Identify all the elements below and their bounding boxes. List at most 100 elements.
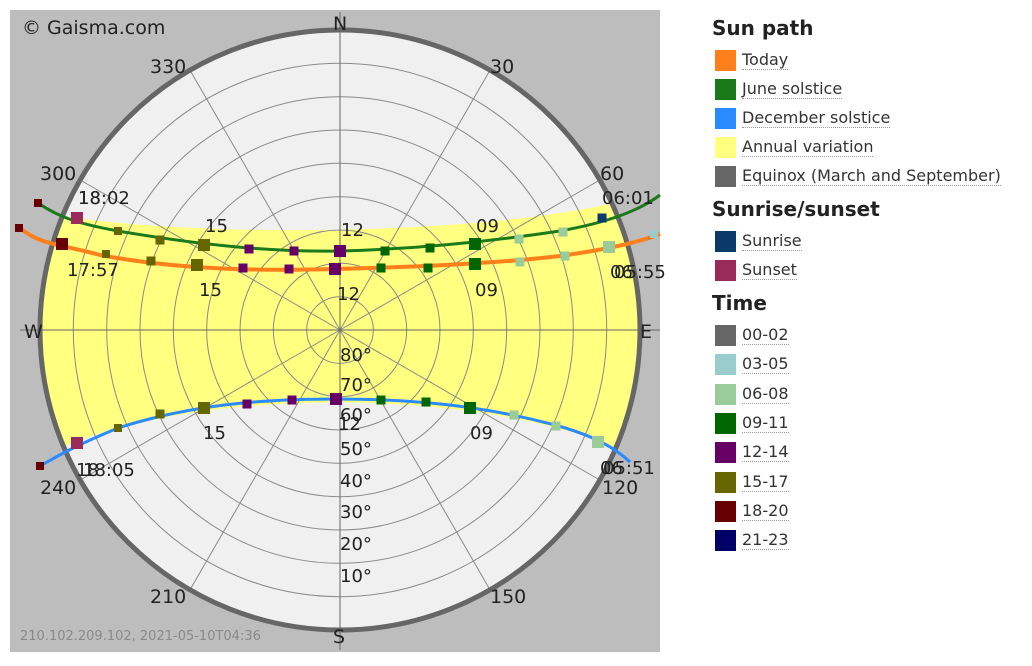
today-marker-09 (469, 258, 481, 270)
legend-label-sunset: Sunset (742, 260, 797, 280)
december-marker-19 (36, 462, 44, 470)
horizon-ring (37, 27, 643, 633)
legend-swatch-time-00-02 (715, 325, 736, 347)
june-sunrise-marker (597, 213, 607, 223)
azimuth-label-210: 210 (150, 586, 186, 608)
december-hour-06: 06 (600, 458, 623, 479)
azimuth-label-30: 30 (490, 56, 514, 78)
compass-east: E (640, 321, 652, 343)
legend-item-time-12-14: 12-14 (712, 438, 1030, 467)
legend-label-annual-variation: Annual variation (742, 137, 874, 157)
today-marker-07 (560, 251, 570, 261)
legend-swatch-equinox (715, 166, 736, 187)
legend-swatch-sunset (715, 260, 736, 281)
azimuth-label-60: 60 (600, 163, 624, 185)
legend-item-time-06-08: 06-08 (712, 380, 1030, 409)
december-sunrise-marker (592, 436, 604, 448)
azimuth-spoke (79, 329, 341, 481)
legend-label-sunrise: Sunrise (742, 231, 802, 251)
today-hour-06: 06 (610, 262, 633, 283)
credit-label: © Gaisma.com (22, 17, 165, 39)
december-hour-15: 15 (203, 423, 226, 444)
today-marker-19 (15, 224, 23, 232)
elevation-label-60: 60° (340, 405, 372, 426)
december-marker-08 (509, 410, 519, 420)
legend-swatch-time-06-08 (715, 383, 736, 405)
today-hour-12: 12 (337, 284, 360, 305)
legend-item-time-15-17: 15-17 (712, 467, 1030, 496)
december-marker-11 (376, 395, 386, 405)
december-marker-10 (421, 397, 431, 407)
december-marker-15 (198, 402, 210, 414)
legend-swatch-today (715, 50, 736, 71)
december-marker-13 (287, 395, 297, 405)
june-marker-13 (289, 246, 299, 256)
june-marker-17 (114, 227, 122, 235)
elevation-label-80: 80° (340, 345, 372, 366)
june-hour-09: 09 (476, 216, 499, 237)
legend-swatch-sunrise (715, 231, 736, 252)
azimuth-spoke (189, 329, 341, 591)
december-marker-14 (242, 399, 252, 409)
june-marker-14 (244, 244, 254, 254)
legend-swatch-time-18-20 (715, 500, 736, 522)
today-marker-13 (284, 264, 294, 274)
legend: Sun path Today June solstice December so… (712, 14, 1030, 559)
legend-label-equinox: Equinox (March and September) (742, 166, 1001, 186)
june-marker-11 (380, 246, 390, 256)
sun-path-diagram: © Gaisma.com 210.102.209.102, 2021-05-10… (10, 10, 666, 652)
azimuth-label-330: 330 (150, 56, 186, 78)
legend-item-time-18-20: 18-20 (712, 497, 1030, 526)
legend-swatch-annual-variation (715, 137, 736, 158)
june-hour-15: 15 (205, 216, 228, 237)
june-marker-16 (155, 235, 165, 245)
today-marker-17 (102, 250, 110, 258)
legend-item-december-solstice: December solstice (712, 104, 1030, 133)
december-marker-12 (330, 393, 342, 405)
today-marker-05 (650, 230, 658, 238)
today-marker-11 (376, 263, 386, 273)
legend-item-equinox: Equinox (March and September) (712, 162, 1030, 191)
legend-sunrise-sunset: Sunrise/sunset Sunrise Sunset (712, 195, 1030, 285)
elevation-label-70: 70° (340, 375, 372, 396)
december-hour-18: 18 (76, 460, 99, 481)
elevation-label-20: 20° (340, 534, 372, 555)
legend-label-time-18-20: 18-20 (742, 500, 789, 521)
hour-markers (15, 199, 658, 470)
azimuth-label-300: 300 (40, 163, 76, 185)
december-marker-07 (551, 421, 561, 431)
legend-label-time-00-02: 00-02 (742, 325, 789, 346)
azimuth-spoke (339, 69, 491, 331)
legend-item-sunrise: Sunrise (712, 227, 1030, 256)
june-marker-09 (469, 238, 481, 250)
legend-item-time-09-11: 09-11 (712, 409, 1030, 438)
legend-swatch-time-09-11 (715, 413, 736, 435)
today-marker-15 (191, 259, 203, 271)
azimuth-spoke (79, 179, 341, 331)
june-marker-19 (34, 199, 42, 207)
june-sunset-marker (71, 212, 83, 224)
today-sunset-time: 17:57 (67, 260, 119, 281)
legend-label-time-09-11: 09-11 (742, 413, 789, 434)
june-marker-07 (558, 227, 568, 237)
today-marker-12 (329, 263, 341, 275)
december-sunrise-time: 05:51 (603, 458, 655, 479)
legend-item-sunset: Sunset (712, 256, 1030, 285)
december-marker-16 (155, 409, 165, 419)
december-marker-17 (114, 424, 122, 432)
azimuth-label-240: 240 (40, 477, 76, 499)
elevation-label-40: 40° (340, 471, 372, 492)
june-marker-12 (334, 245, 346, 257)
december-hour-09: 09 (470, 423, 493, 444)
legend-label-today: Today (742, 50, 789, 70)
today-marker-10 (423, 263, 433, 273)
today-sunrise-time: 05:55 (614, 262, 666, 283)
legend-time-title: Time (712, 291, 767, 315)
legend-time: Time 00-02 03-05 06-08 09-11 12-14 15-17… (712, 289, 1030, 555)
legend-swatch-time-21-23 (715, 530, 736, 552)
legend-label-december-solstice: December solstice (742, 108, 891, 128)
azimuth-spoke (339, 179, 601, 331)
today-sunrise-marker (603, 241, 615, 253)
december-hour-12: 12 (338, 414, 361, 435)
legend-swatch-june-solstice (715, 79, 736, 100)
